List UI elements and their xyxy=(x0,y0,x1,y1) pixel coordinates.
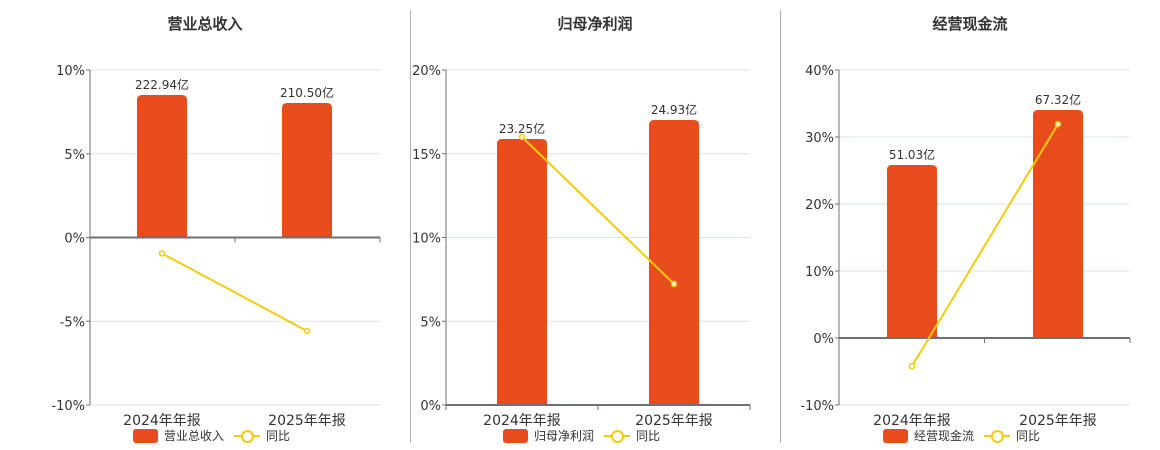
legend-revenue: 营业总收入 同比 xyxy=(133,427,290,444)
bar-legend-swatch[interactable] xyxy=(883,428,908,443)
chart-title: 营业总收入 xyxy=(167,15,243,33)
yoy-line xyxy=(911,123,1059,367)
legend-bar-label[interactable]: 营业总收入 xyxy=(164,429,225,443)
line-legend-marker-icon[interactable] xyxy=(234,429,261,443)
bar[interactable] xyxy=(497,139,547,405)
y-axis-tick-label: 15% xyxy=(412,148,441,163)
legend-net-profit: 归母净利润 同比 xyxy=(503,427,660,444)
y-axis-tick-label: 40% xyxy=(805,64,834,79)
x-axis-category-label: 2024年年报 xyxy=(873,413,951,429)
legend-bar-label[interactable]: 归母净利润 xyxy=(534,429,595,443)
y-axis-tick-label: 5% xyxy=(64,148,85,163)
yoy-point[interactable] xyxy=(518,133,526,141)
bar[interactable] xyxy=(887,165,937,338)
y-axis-tick-label: 0% xyxy=(813,332,834,347)
y-axis-tick-label: 0% xyxy=(420,399,441,414)
y-axis-tick-label: 10% xyxy=(805,265,834,280)
line-legend-marker-icon[interactable] xyxy=(604,429,631,443)
yoy-point[interactable] xyxy=(1054,120,1062,128)
bar-value-label: 51.03亿 xyxy=(889,147,935,162)
yoy-line xyxy=(161,252,308,332)
y-axis-tick-label: 5% xyxy=(420,315,441,330)
yoy-point[interactable] xyxy=(158,250,166,257)
panel-divider xyxy=(780,10,781,443)
bar-value-label: 222.94亿 xyxy=(135,77,189,92)
panel-divider xyxy=(410,10,411,443)
chart-panel-net-profit: 归母净利润 xyxy=(410,0,780,450)
bar-value-label: 67.32亿 xyxy=(1035,92,1081,107)
x-axis-category-label: 2025年年报 xyxy=(635,413,713,429)
y-axis-tick-label: 20% xyxy=(412,64,441,79)
legend-line-label[interactable]: 同比 xyxy=(636,429,661,443)
yoy-line xyxy=(521,136,675,285)
bar-value-label: 24.93亿 xyxy=(651,102,697,117)
y-axis-tick-label: 0% xyxy=(64,232,85,247)
legend-bar-label[interactable]: 经营现金流 xyxy=(914,429,975,443)
x-axis-category-label: 2024年年报 xyxy=(123,413,201,429)
y-axis-tick-label: 20% xyxy=(805,198,834,213)
y-axis-tick-label: 10% xyxy=(56,64,85,79)
yoy-point[interactable] xyxy=(670,280,678,288)
bar-value-label: 210.50亿 xyxy=(280,85,334,100)
chart-title: 归母净利润 xyxy=(557,15,633,33)
chart-panel-revenue: 营业总收入 xyxy=(0,0,410,450)
chart-panel-operating-cashflow: 经营现金流 xyxy=(780,0,1160,450)
bar-legend-swatch[interactable] xyxy=(133,428,158,443)
bar[interactable] xyxy=(137,95,187,238)
y-axis-tick-label: 10% xyxy=(412,232,441,247)
legend-line-label[interactable]: 同比 xyxy=(266,429,291,443)
chart-title: 经营现金流 xyxy=(932,15,1008,33)
y-axis-tick-label: -10% xyxy=(51,399,85,414)
bar-value-label: 23.25亿 xyxy=(499,121,545,136)
x-axis-category-label: 2024年年报 xyxy=(483,413,561,429)
yoy-point[interactable] xyxy=(303,327,311,335)
y-axis-tick-label: -5% xyxy=(60,315,85,330)
x-axis-category-label: 2025年年报 xyxy=(268,413,346,429)
bar-legend-swatch[interactable] xyxy=(503,428,528,443)
yoy-point[interactable] xyxy=(908,362,916,370)
bar[interactable] xyxy=(649,120,699,405)
legend-operating-cashflow: 经营现金流 同比 xyxy=(883,427,1040,444)
x-axis-category-label: 2025年年报 xyxy=(1019,413,1097,429)
y-axis-tick-label: 30% xyxy=(805,131,834,146)
y-axis-tick-label: -10% xyxy=(800,399,834,414)
legend-line-label[interactable]: 同比 xyxy=(1016,429,1041,443)
bar[interactable] xyxy=(282,103,332,238)
line-legend-marker-icon[interactable] xyxy=(984,429,1011,443)
bar[interactable] xyxy=(1033,110,1083,338)
